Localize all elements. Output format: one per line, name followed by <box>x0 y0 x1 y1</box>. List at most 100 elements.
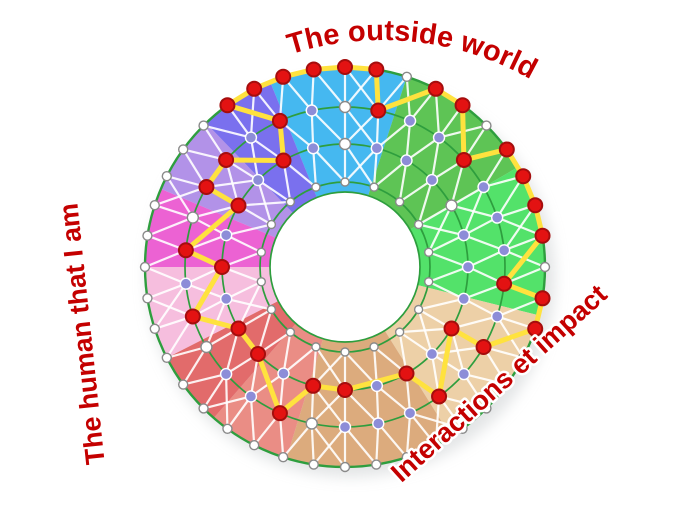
lavender-node[interactable] <box>432 131 446 144</box>
white-node[interactable] <box>338 137 352 151</box>
white-node[interactable] <box>369 182 379 192</box>
lavender-node[interactable] <box>490 211 504 224</box>
white-node[interactable] <box>394 197 405 207</box>
red-node[interactable] <box>305 61 322 78</box>
red-node[interactable] <box>337 382 353 398</box>
white-node[interactable] <box>266 304 277 315</box>
lavender-node[interactable] <box>457 228 471 242</box>
red-node[interactable] <box>534 227 551 244</box>
white-node[interactable] <box>149 323 160 335</box>
lavender-node[interactable] <box>403 406 417 420</box>
white-node[interactable] <box>256 247 266 257</box>
lavender-node[interactable] <box>251 173 265 187</box>
white-node[interactable] <box>186 211 200 224</box>
lavender-node[interactable] <box>306 141 320 155</box>
red-node[interactable] <box>443 320 460 337</box>
lavender-node[interactable] <box>338 420 352 434</box>
red-node[interactable] <box>427 80 444 97</box>
red-node[interactable] <box>431 388 448 405</box>
white-node[interactable] <box>371 459 382 470</box>
white-node[interactable] <box>161 352 172 363</box>
lavender-node[interactable] <box>305 104 318 117</box>
red-node[interactable] <box>475 339 492 355</box>
white-node[interactable] <box>177 379 189 390</box>
lavender-node[interactable] <box>457 367 471 381</box>
lavender-node[interactable] <box>400 154 413 167</box>
white-node[interactable] <box>518 352 529 363</box>
white-node[interactable] <box>200 340 213 354</box>
lavender-node[interactable] <box>403 114 417 128</box>
lavender-node[interactable] <box>370 379 384 393</box>
white-node[interactable] <box>311 342 321 352</box>
red-node[interactable] <box>337 59 353 75</box>
white-node[interactable] <box>161 171 172 182</box>
white-node[interactable] <box>401 452 413 463</box>
lavender-node[interactable] <box>477 180 490 194</box>
lavender-node[interactable] <box>370 141 384 155</box>
white-node[interactable] <box>266 219 277 230</box>
white-node[interactable] <box>222 423 233 435</box>
lavender-node[interactable] <box>244 390 258 403</box>
red-node[interactable] <box>271 112 288 129</box>
white-node[interactable] <box>149 199 160 211</box>
red-node[interactable] <box>246 80 263 97</box>
white-node[interactable] <box>277 452 289 463</box>
red-node[interactable] <box>214 259 230 275</box>
red-node[interactable] <box>454 97 471 114</box>
white-node[interactable] <box>413 219 424 230</box>
white-node[interactable] <box>394 327 405 337</box>
lavender-node[interactable] <box>461 260 475 274</box>
white-node[interactable] <box>340 347 350 357</box>
red-node[interactable] <box>515 168 532 185</box>
red-node[interactable] <box>305 377 322 394</box>
white-node[interactable] <box>369 342 379 352</box>
white-node[interactable] <box>481 120 492 131</box>
white-node[interactable] <box>424 247 434 257</box>
white-node[interactable] <box>413 304 424 315</box>
red-node[interactable] <box>398 365 415 382</box>
white-node[interactable] <box>198 403 209 414</box>
white-node[interactable] <box>256 277 266 287</box>
lavender-node[interactable] <box>219 367 233 381</box>
red-node[interactable] <box>455 151 472 168</box>
white-node[interactable] <box>501 379 513 390</box>
white-node[interactable] <box>539 261 551 273</box>
white-node[interactable] <box>198 120 209 131</box>
white-node[interactable] <box>430 440 441 451</box>
lavender-node[interactable] <box>219 228 233 242</box>
white-node[interactable] <box>339 461 351 473</box>
white-node[interactable] <box>285 327 296 337</box>
white-node[interactable] <box>285 197 296 207</box>
lavender-node[interactable] <box>244 131 258 144</box>
red-node[interactable] <box>527 197 544 214</box>
red-node[interactable] <box>275 68 292 85</box>
red-node[interactable] <box>496 275 513 292</box>
white-node[interactable] <box>338 100 352 114</box>
lavender-node[interactable] <box>490 310 504 323</box>
red-node[interactable] <box>534 290 551 307</box>
white-node[interactable] <box>142 293 153 304</box>
red-node[interactable] <box>370 102 387 119</box>
red-node[interactable] <box>250 345 267 362</box>
red-node[interactable] <box>368 61 385 78</box>
white-node[interactable] <box>401 71 413 82</box>
white-node[interactable] <box>142 230 153 241</box>
lavender-node[interactable] <box>277 367 290 380</box>
lavender-node[interactable] <box>425 347 439 361</box>
white-node[interactable] <box>457 423 468 435</box>
red-node[interactable] <box>275 152 292 169</box>
red-node[interactable] <box>498 141 515 158</box>
red-node[interactable] <box>527 320 544 337</box>
lavender-node[interactable] <box>497 244 511 257</box>
white-node[interactable] <box>340 177 350 187</box>
red-node[interactable] <box>218 151 235 168</box>
white-node[interactable] <box>311 182 321 192</box>
white-node[interactable] <box>445 199 458 212</box>
lavender-node[interactable] <box>179 277 193 290</box>
white-node[interactable] <box>424 277 434 287</box>
lavender-node[interactable] <box>372 417 385 430</box>
white-node[interactable] <box>249 440 260 451</box>
red-node[interactable] <box>230 197 247 214</box>
lavender-node[interactable] <box>457 292 471 306</box>
white-node[interactable] <box>177 144 189 155</box>
